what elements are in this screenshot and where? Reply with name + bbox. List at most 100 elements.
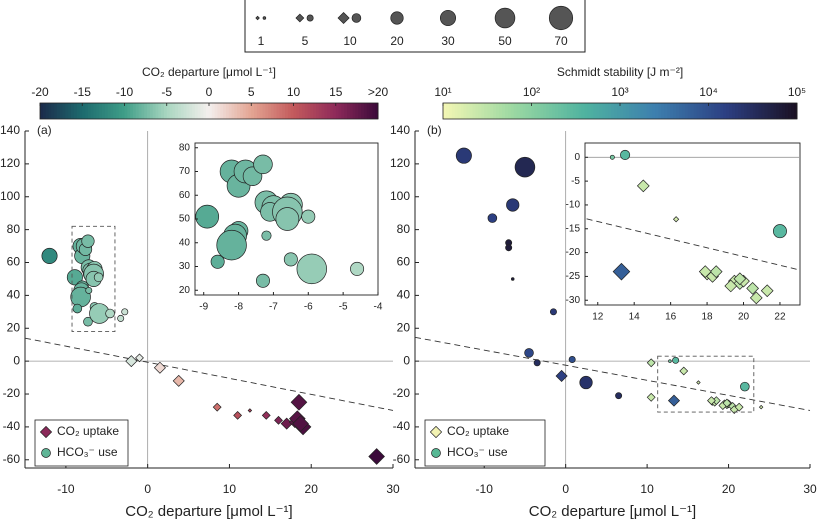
colorbar-cell [180, 103, 185, 119]
y-tick-label: 100 [390, 189, 410, 203]
colorbar-cell [59, 103, 64, 119]
colorbar-cell [723, 103, 727, 119]
circle-marker [579, 375, 593, 390]
zoom-box [657, 355, 755, 413]
inset-y-tick-label: 30 [179, 261, 191, 272]
colorbar-cell [355, 103, 359, 119]
colorbar-cell [767, 103, 771, 119]
y-tick-label: -60 [393, 452, 411, 466]
colorbar-cell [528, 103, 532, 119]
inset-y-tick-label: -20 [566, 247, 581, 258]
colorbar-cell [454, 103, 459, 119]
colorbar-cell [625, 103, 630, 119]
colorbar-cell [681, 103, 686, 119]
size-legend-label: 70 [554, 34, 568, 48]
x-axis-label: CO₂ departure [μmol L⁻¹] [125, 503, 292, 520]
colorbar-cell [282, 103, 286, 119]
circle-marker [510, 277, 515, 281]
colorbar-cell [178, 103, 182, 119]
legend-label: CO₂ uptake [447, 424, 509, 438]
circle-marker [533, 359, 541, 367]
size-legend-label: 1 [258, 34, 265, 48]
x-axis-label: CO₂ departure [μmol L⁻¹] [529, 503, 696, 520]
diamond-marker [724, 279, 738, 293]
colorbar-cell [525, 103, 530, 119]
y-tick-label: 80 [7, 222, 21, 236]
colorbar-cell [472, 103, 476, 119]
circle-marker [668, 359, 672, 363]
size-legend-label: 5 [302, 34, 309, 48]
y-tick-label: 20 [397, 320, 411, 334]
circle-marker [72, 303, 83, 314]
colorbar-cell [555, 103, 559, 119]
diamond-marker [758, 404, 764, 410]
colorbar-cell [141, 103, 145, 119]
colorbar-cell [578, 103, 583, 119]
colorbar-cell [481, 103, 485, 119]
diamond-marker [274, 415, 283, 425]
circle-marker [514, 156, 536, 178]
y-tick-label: 140 [0, 123, 20, 137]
colorbar-cell [138, 103, 142, 119]
diamond-marker [212, 402, 222, 412]
panel-label: (b) [427, 123, 442, 137]
colorbar-cell [566, 103, 571, 119]
diamond-marker [39, 425, 53, 439]
colorbar-cell [702, 103, 707, 119]
colorbar-cell [652, 103, 656, 119]
colorbar-cell [776, 103, 780, 119]
colorbar-cell [96, 103, 100, 119]
legend-box [34, 419, 129, 467]
colorbar-cell [788, 103, 792, 119]
circle-marker [390, 11, 404, 25]
circle-marker [487, 213, 498, 223]
circle-marker [431, 448, 441, 458]
colorbar-tick-label: -10 [116, 85, 134, 99]
y-tick-label: 0 [403, 353, 410, 367]
diamond-marker [709, 265, 723, 279]
circle-marker [772, 224, 787, 239]
diamond-marker [429, 425, 443, 439]
diamond-marker [667, 394, 681, 407]
colorbar-cell [68, 103, 72, 119]
colorbar-cell [596, 103, 600, 119]
colorbar-cell [670, 103, 674, 119]
colorbar-cell [316, 103, 320, 119]
colorbar-cell [611, 103, 615, 119]
circle-marker [306, 14, 314, 22]
colorbar-cell [301, 103, 306, 119]
colorbar-cell [643, 103, 648, 119]
inset-frame [584, 142, 801, 306]
colorbar-cell [614, 103, 618, 119]
inset-x-tick-label: -4 [374, 302, 383, 313]
inset-y-tick-label: 50 [179, 214, 191, 225]
diamond-marker [233, 410, 243, 420]
colorbar-tick-label: -15 [74, 85, 92, 99]
trend-line [24, 337, 394, 411]
colorbar-cell [587, 103, 591, 119]
colorbar-cell [717, 103, 721, 119]
colorbar-cell [327, 103, 331, 119]
size-legend-label: 30 [441, 34, 455, 48]
colorbar-cell [504, 103, 509, 119]
colorbar-cell [358, 103, 362, 119]
colorbar-cell [223, 103, 227, 119]
circle-marker [216, 229, 247, 261]
diamond-marker [722, 398, 732, 408]
colorbar-cell [743, 103, 748, 119]
diamond-marker [337, 11, 350, 25]
colorbar-cell [194, 103, 199, 119]
colorbar-cell [593, 103, 597, 119]
colorbar-cell [540, 103, 544, 119]
colorbar-cell [534, 103, 538, 119]
colorbar-cell [149, 103, 154, 119]
circle-marker [609, 154, 615, 160]
colorbar-cell [248, 103, 252, 119]
colorbar-cell [457, 103, 462, 119]
inset-y-tick-label: 40 [179, 237, 191, 248]
colorbar-cell [676, 103, 680, 119]
colorbar-cell [746, 103, 751, 119]
circle-marker [283, 252, 298, 267]
colorbar-cell [296, 103, 300, 119]
